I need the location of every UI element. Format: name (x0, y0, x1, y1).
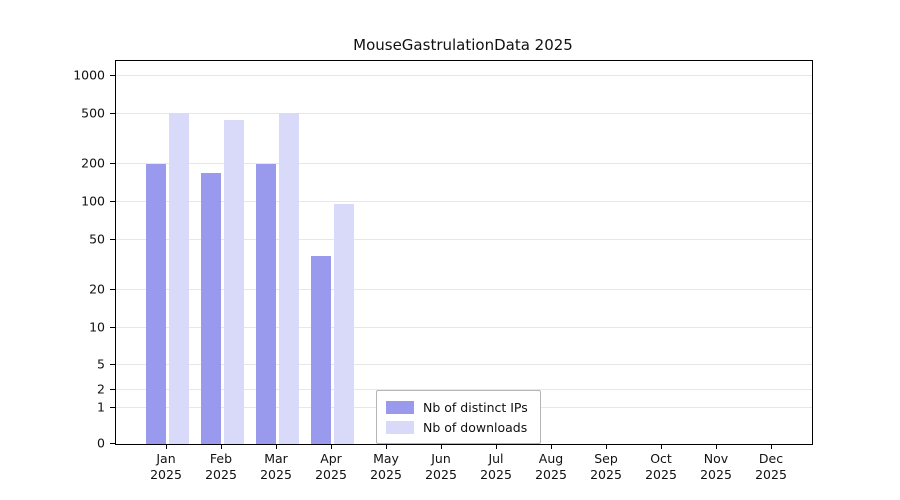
x-tick-label: Jun 2025 (425, 451, 457, 483)
x-tick-label: May 2025 (370, 451, 402, 483)
x-tick-label: Jan 2025 (150, 451, 182, 483)
y-tick-label: 50 (89, 231, 105, 247)
x-tick-mark (221, 445, 222, 449)
bar-distinct-ips (310, 256, 331, 444)
gridline (116, 75, 812, 76)
x-tick-mark (606, 445, 607, 449)
legend-label-distinct-ips: Nb of distinct IPs (423, 399, 528, 415)
y-tick-label: 2 (97, 381, 105, 397)
y-tick-mark (110, 289, 115, 291)
gridline (116, 389, 812, 390)
bar-distinct-ips (255, 164, 276, 444)
legend-label-downloads: Nb of downloads (423, 419, 528, 435)
y-tick-label: 100 (81, 193, 105, 209)
x-tick-mark (716, 445, 717, 449)
legend-swatch-distinct-ips (386, 400, 414, 414)
y-tick-label: 1 (97, 399, 105, 415)
bar-distinct-ips (200, 172, 221, 444)
chart-title: MouseGastrulationData 2025 (353, 36, 573, 54)
y-tick-mark (110, 238, 115, 240)
y-tick-label: 1000 (73, 67, 105, 83)
x-tick-mark (441, 445, 442, 449)
x-tick-label: Feb 2025 (205, 451, 237, 483)
gridline (116, 289, 812, 291)
x-tick-mark (386, 445, 387, 449)
x-tick-label: Oct 2025 (645, 451, 677, 483)
y-tick-mark (110, 327, 115, 328)
y-tick-mark (110, 75, 115, 76)
gridline (116, 201, 812, 202)
y-tick-mark (110, 389, 115, 390)
x-tick-mark (496, 445, 497, 449)
gridline (116, 327, 812, 328)
gridline (116, 112, 812, 114)
y-tick-label: 0 (97, 435, 105, 451)
x-tick-mark (771, 445, 772, 449)
legend-item-distinct-ips: Nb of distinct IPs (386, 397, 528, 417)
y-tick-mark (110, 163, 115, 165)
x-tick-label: Sep 2025 (590, 451, 622, 483)
bar-distinct-ips (145, 164, 166, 444)
y-tick-mark (110, 364, 115, 365)
x-tick-mark (276, 445, 277, 449)
y-tick-label: 10 (89, 319, 105, 335)
y-tick-mark (110, 112, 115, 114)
gridline (116, 238, 812, 240)
y-tick-mark (110, 201, 115, 202)
x-tick-label: Dec 2025 (755, 451, 787, 483)
bar-downloads (168, 112, 189, 444)
y-tick-mark (110, 407, 115, 408)
bar-downloads (333, 204, 354, 444)
y-tick-label: 5 (97, 356, 105, 372)
bar-downloads (223, 119, 244, 444)
x-tick-mark (661, 445, 662, 449)
x-tick-label: Mar 2025 (260, 451, 292, 483)
gridline (116, 163, 812, 165)
plot-area (115, 60, 813, 445)
x-tick-mark (166, 445, 167, 449)
legend: Nb of distinct IPs Nb of downloads (376, 390, 541, 444)
x-tick-label: Aug 2025 (535, 451, 567, 483)
x-tick-label: Jul 2025 (480, 451, 512, 483)
x-tick-label: Nov 2025 (700, 451, 732, 483)
y-tick-label: 200 (81, 155, 105, 171)
legend-swatch-downloads (386, 420, 414, 434)
x-tick-mark (331, 445, 332, 449)
x-tick-mark (551, 445, 552, 449)
legend-item-downloads: Nb of downloads (386, 417, 528, 437)
y-tick-label: 500 (81, 105, 105, 121)
y-tick-mark (110, 443, 115, 444)
y-tick-label: 20 (89, 281, 105, 297)
bar-downloads (278, 112, 299, 444)
x-tick-label: Apr 2025 (315, 451, 347, 483)
gridline (116, 364, 812, 365)
